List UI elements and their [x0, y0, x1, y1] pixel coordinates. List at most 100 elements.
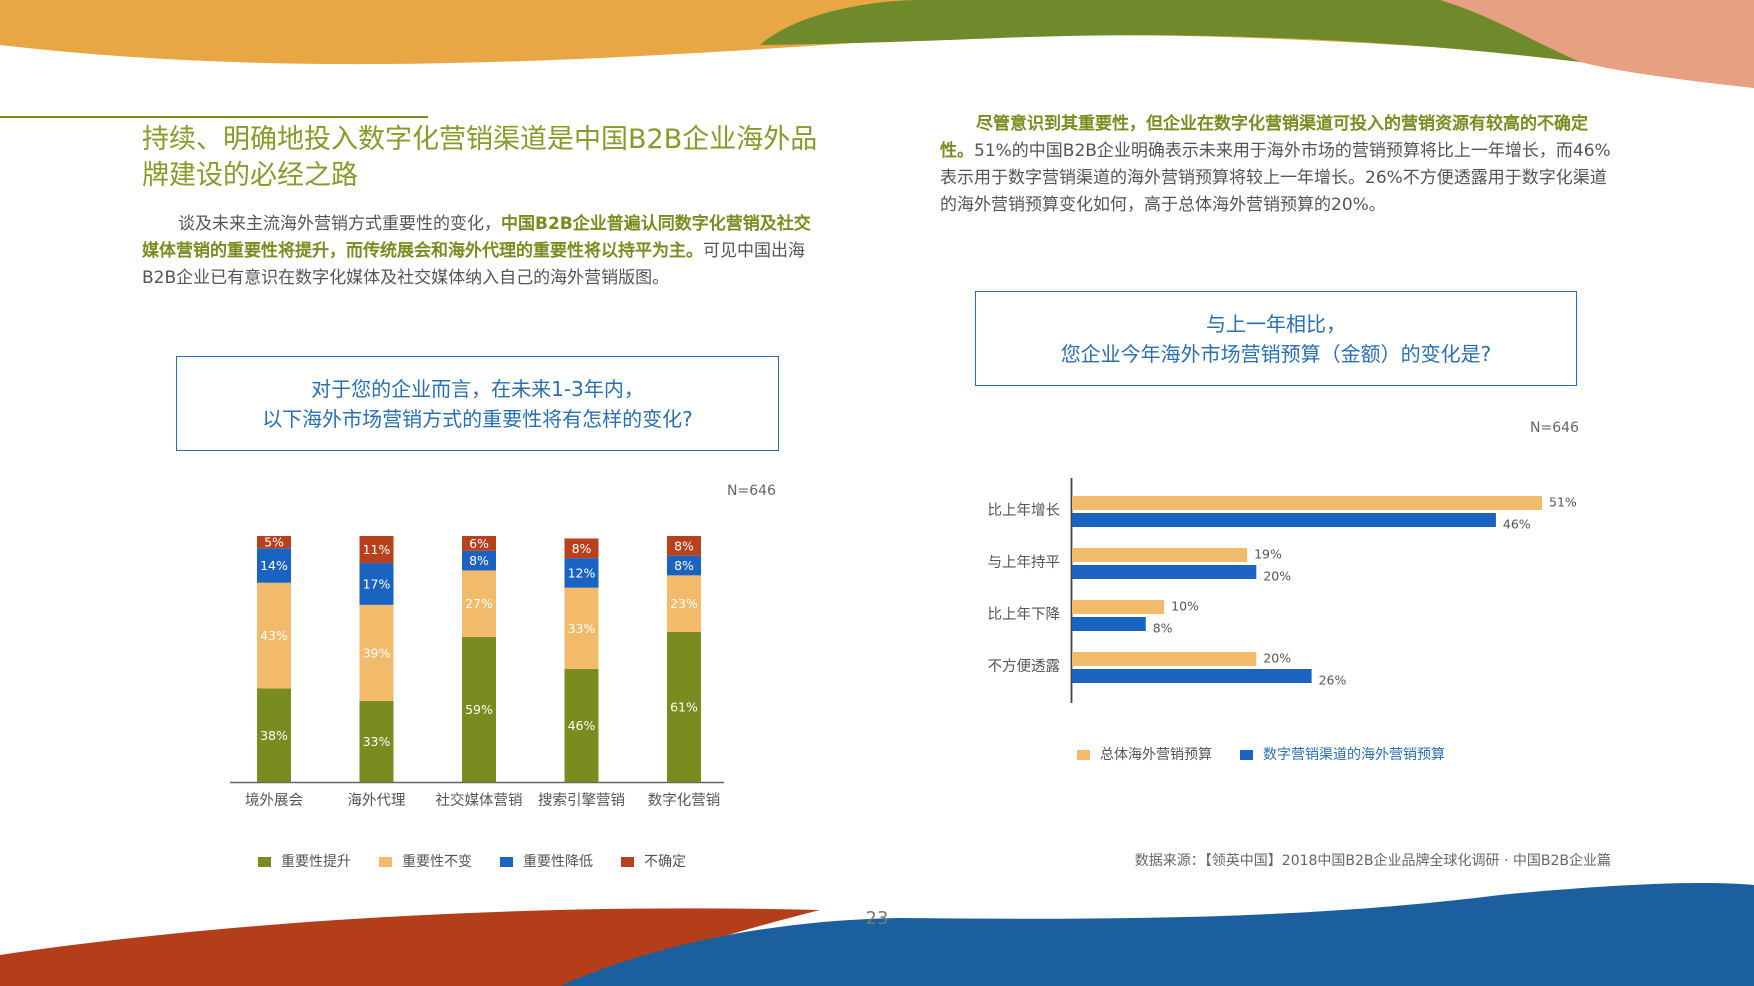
question-line-1: 对于您的企业而言，在未来1-3年内，	[311, 376, 644, 401]
stacked-bar-chart: 38% 43% 14% 5% 境外展会 33% 39% 17% 11% 海外代理 59% 27% 8% 6…	[230, 535, 724, 809]
left-paragraph: 谈及未来主流海外营销方式重要性的变化，中国B2B企业普遍认同数字化营销及社交媒体…	[142, 211, 814, 292]
legend-item: 重要性不变	[379, 851, 472, 871]
legend-swatch	[379, 857, 392, 867]
bar	[1072, 565, 1257, 579]
legend-swatch	[1077, 750, 1090, 760]
category-label: 不方便透露	[988, 658, 1061, 675]
page-title: 持续、明确地投入数字化营销渠道是中国B2B企业海外品牌建设的必经之路	[142, 124, 818, 191]
data-label: 43%	[260, 628, 288, 643]
question-box-budget: 与上一年相比， 您企业今年海外市场营销预算（金额）的变化是?	[975, 291, 1577, 386]
legend-label: 数字营销渠道的海外营销预算	[1263, 747, 1445, 763]
bar	[1072, 548, 1248, 562]
bar	[1072, 652, 1257, 666]
bar-segment	[564, 538, 599, 559]
deco-white-wave	[0, 45, 1754, 120]
bottom-decoration	[0, 883, 1754, 986]
bar-segment	[462, 570, 496, 637]
legend-swatch	[621, 857, 634, 867]
data-label: 51%	[1549, 495, 1577, 510]
data-label: 8%	[469, 553, 489, 568]
category-label: 与上年持平	[988, 554, 1061, 571]
right-paragraph: 尽管意识到其重要性，但企业在数字化营销渠道可投入的营销资源有较高的不确定性。51…	[940, 111, 1612, 219]
data-label: 12%	[568, 565, 596, 580]
data-label: 61%	[670, 699, 698, 714]
data-label: 33%	[568, 621, 596, 636]
data-label: 38%	[260, 728, 288, 743]
bar-segment	[359, 536, 394, 564]
legend-swatch	[258, 857, 271, 867]
legend-budget: 总体海外营销预算 数字营销渠道的海外营销预算	[1077, 744, 1473, 764]
data-label: 20%	[1263, 569, 1291, 584]
bar	[1072, 513, 1496, 527]
bar	[1072, 617, 1146, 631]
bar-segment	[564, 558, 599, 588]
deco-olive-band	[760, 0, 1580, 62]
data-label: 14%	[260, 558, 288, 573]
right-paragraph-tail: 51%的中国B2B企业明确表示未来用于海外市场的营销预算将比上一年增长，而46%…	[940, 141, 1611, 215]
legend-item: 总体海外营销预算	[1077, 744, 1212, 764]
legend-label: 重要性降低	[523, 854, 593, 870]
question-line-1: 与上一年相比，	[1206, 311, 1346, 336]
data-label: 59%	[465, 702, 493, 717]
data-label: 8%	[674, 558, 694, 573]
deco-pink-band	[1440, 0, 1754, 88]
data-label: 39%	[363, 645, 391, 660]
bar-segment	[667, 555, 701, 576]
sample-size-left: N=646	[727, 483, 776, 499]
left-paragraph-tail: 可见中国出海B2B企业已有意识在数字化媒体及社交媒体纳入自己的海外营销版图。	[142, 241, 805, 288]
legend-item: 重要性降低	[500, 851, 593, 871]
category-label: 数字化营销	[648, 792, 721, 809]
data-label: 20%	[1263, 651, 1291, 666]
category-label: 海外代理	[348, 792, 406, 809]
title-rule	[0, 116, 428, 118]
data-label: 46%	[568, 718, 596, 733]
top-decoration	[0, 0, 1754, 120]
data-label: 8%	[572, 541, 592, 556]
sample-size-right: N=646	[1530, 420, 1579, 436]
data-label: 26%	[1319, 673, 1347, 688]
bar	[1072, 669, 1312, 683]
question-box-importance: 对于您的企业而言，在未来1-3年内， 以下海外市场营销方式的重要性将有怎样的变化…	[176, 356, 779, 451]
data-label: 8%	[674, 538, 694, 553]
legend-swatch	[1240, 750, 1253, 760]
bar-segment	[462, 550, 496, 571]
legend-label: 不确定	[644, 854, 686, 870]
legend-label: 重要性不变	[402, 854, 472, 870]
category-label: 境外展会	[245, 791, 303, 809]
page-number: 23	[865, 908, 889, 929]
bar-segment	[667, 631, 701, 782]
data-label: 27%	[465, 596, 493, 611]
bar-segment	[257, 582, 291, 689]
bar	[1072, 496, 1542, 510]
question-line-2: 您企业今年海外市场营销预算（金额）的变化是?	[1060, 341, 1492, 366]
source-note: 数据来源：【领英中国】2018中国B2B企业品牌全球化调研 · 中国B2B企业篇	[1134, 853, 1611, 869]
legend-importance: 重要性提升 重要性不变 重要性降低 不确定	[258, 851, 714, 871]
category-label: 比上年增长	[988, 502, 1061, 519]
category-label: 搜索引擎营销	[538, 792, 625, 809]
bar	[1072, 600, 1165, 614]
data-label: 19%	[1254, 547, 1282, 562]
bar-segment	[359, 563, 394, 605]
bar-segment	[462, 536, 496, 551]
data-label: 46%	[1503, 517, 1531, 532]
legend-item: 不确定	[621, 851, 686, 871]
deco-blue-band	[560, 883, 1754, 986]
bar-segment	[462, 636, 496, 782]
legend-label: 重要性提升	[281, 854, 351, 870]
category-label: 比上年下降	[988, 606, 1061, 623]
data-label: 10%	[1171, 599, 1199, 614]
legend-item: 重要性提升	[258, 851, 351, 871]
legend-swatch	[500, 857, 513, 867]
data-label: 33%	[363, 734, 391, 749]
bar-segment	[359, 604, 394, 701]
category-label: 社交媒体营销	[436, 791, 523, 809]
bar-segment	[564, 587, 599, 669]
left-paragraph-intro: 谈及未来主流海外营销方式重要性的变化，	[178, 214, 501, 234]
data-label: 17%	[363, 576, 391, 591]
legend-item: 数字营销渠道的海外营销预算	[1240, 744, 1445, 764]
bar-segment	[667, 575, 701, 632]
data-label: 8%	[1153, 621, 1173, 636]
data-label: 5%	[264, 535, 284, 550]
data-label: 6%	[469, 536, 489, 551]
bar-segment	[564, 668, 599, 782]
